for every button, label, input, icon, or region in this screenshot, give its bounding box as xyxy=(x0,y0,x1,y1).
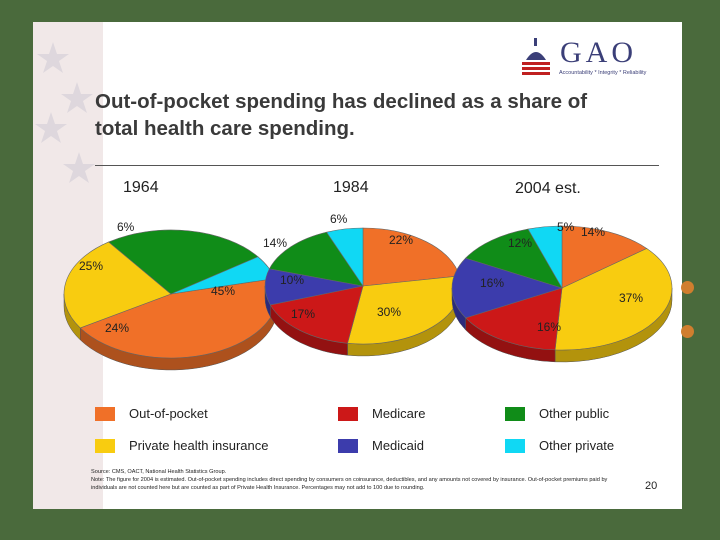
pie-chart-2004-est-: 2004 est. 14% 37% 16% 16% 12% 5% xyxy=(451,180,673,363)
pie-slice-other-private xyxy=(527,225,563,290)
legend-swatch xyxy=(505,438,525,453)
legend-label: Private health insurance xyxy=(129,438,269,453)
legend-swatch xyxy=(95,406,115,421)
slide-title: Out-of-pocket spending has declined as a… xyxy=(95,90,588,140)
legend-swatch xyxy=(505,406,525,421)
pie-slice-out-of-pocket xyxy=(561,225,648,289)
gao-logo: GAO xyxy=(560,36,637,69)
pie-top xyxy=(63,229,279,359)
pie-label-medicare: 16% xyxy=(537,320,561,334)
pie-label-private-health-insurance: 30% xyxy=(377,305,401,319)
pie-title: 2004 est. xyxy=(515,180,581,197)
pie-title: 1964 xyxy=(123,179,159,196)
pie-label-other-private: 6% xyxy=(330,212,348,226)
pie-chart-1964: 1964 45% 24% 25% 6% xyxy=(63,179,279,371)
legend-label: Medicare xyxy=(372,406,426,421)
pie-label-other-public: 12% xyxy=(508,236,532,250)
pie-chart-1984: 1984 22% 30% 17% 10% 14% 6% xyxy=(263,179,462,357)
pie-label-private-health-insurance: 24% xyxy=(105,321,129,335)
bullet-icon xyxy=(681,325,694,338)
legend-swatch xyxy=(338,406,358,421)
footnote: Source: CMS, OACT, National Health Stati… xyxy=(91,468,631,492)
pie-top xyxy=(451,225,673,351)
gao-tagline: Accountability * Integrity * Reliability xyxy=(559,70,647,76)
pie-label-other-public: 14% xyxy=(263,236,287,250)
pie-slice-other-public xyxy=(108,229,259,295)
pie-slice-other-private xyxy=(326,227,364,287)
pie-slice-private-health-insurance xyxy=(63,241,172,329)
legend-label: Medicaid xyxy=(372,438,425,453)
pie-label-out-of-pocket: 14% xyxy=(581,225,605,239)
legend-label: Other public xyxy=(539,406,610,421)
pie-top xyxy=(264,227,462,345)
legend-item-medicaid: Medicaid xyxy=(338,438,424,453)
pie-title: 1984 xyxy=(333,179,369,196)
legend-swatch xyxy=(338,438,358,453)
page-number: 20 xyxy=(645,480,658,492)
pie-slice-other-public xyxy=(465,228,563,289)
pie-charts: 1964 45% 24% 25% 6% 1984 22% 30% 17% 10% 14% 6% 2004… xyxy=(63,179,673,371)
legend-item-out-of-pocket: Out-of-pocket xyxy=(95,406,208,421)
pie-slice-out-of-pocket xyxy=(362,227,460,287)
pie-slice-medicaid xyxy=(451,257,564,319)
star-decoration-group xyxy=(35,42,95,183)
pie-slice-other-public xyxy=(268,231,364,287)
legend-item-other-private: Other private xyxy=(505,438,614,453)
legend-item-medicare: Medicare xyxy=(338,406,425,421)
bullet-icon xyxy=(681,281,694,294)
pie-label-medicaid: 10% xyxy=(280,273,304,287)
pie-label-other-public: 25% xyxy=(79,259,103,273)
pie-label-other-private: 6% xyxy=(117,220,135,234)
slide: GAO Accountability * Integrity * Reliabi… xyxy=(33,22,682,509)
capitol-dome-icon xyxy=(522,38,550,75)
pie-slice-private-health-insurance xyxy=(554,248,673,351)
pie-slice-private-health-insurance xyxy=(347,275,462,345)
footnote-source: Source: CMS, OACT, National Health Stati… xyxy=(91,469,227,475)
footnote-note: Note: The figure for 2004 is estimated. … xyxy=(91,477,608,491)
legend-swatch xyxy=(95,438,115,453)
title-divider xyxy=(95,165,659,166)
pie-label-out-of-pocket: 22% xyxy=(389,233,413,247)
pie-label-private-health-insurance: 37% xyxy=(619,291,643,305)
pie-label-other-private: 5% xyxy=(557,220,575,234)
pie-slice-medicare xyxy=(465,287,563,351)
pie-label-out-of-pocket: 45% xyxy=(211,284,235,298)
legend-label: Other private xyxy=(539,438,615,453)
pie-label-medicare: 17% xyxy=(291,307,315,321)
legend-item-private-health-insurance: Private health insurance xyxy=(95,438,268,453)
legend-label: Out-of-pocket xyxy=(129,406,208,421)
pie-label-medicaid: 16% xyxy=(480,276,504,290)
legend-item-other-public: Other public xyxy=(505,406,609,421)
